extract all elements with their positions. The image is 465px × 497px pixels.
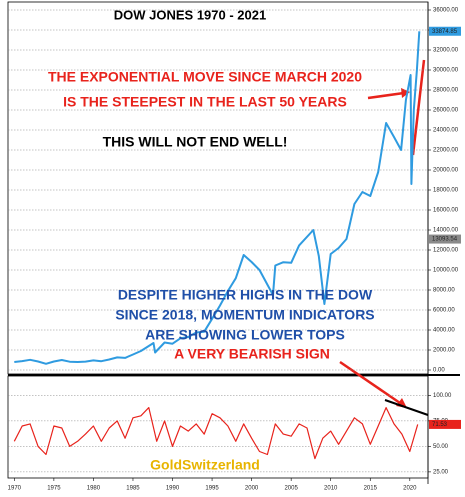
annotation: ARE SHOWING LOWER TOPS xyxy=(145,327,345,343)
watermark: GoldSwitzerland xyxy=(150,457,260,473)
y-tick-label: 26000.00 xyxy=(433,108,459,114)
x-tick-label: 1980 xyxy=(87,486,101,492)
value-marker xyxy=(429,419,461,429)
y-tick-label: 25.00 xyxy=(433,469,449,475)
x-tick-label: 2010 xyxy=(324,486,338,492)
y-tick-label: 24000.00 xyxy=(433,128,459,134)
value-marker xyxy=(429,234,461,244)
trend-line xyxy=(384,399,429,416)
annotation: A VERY BEARISH SIGN xyxy=(174,346,330,362)
chart-title: DOW JONES 1970 - 2021 xyxy=(114,7,266,22)
annotation: THE EXPONENTIAL MOVE SINCE MARCH 2020 xyxy=(48,69,362,85)
value-marker-label: 71.53 xyxy=(432,422,448,428)
y-tick-label: 2000.00 xyxy=(433,348,455,354)
x-tick-label: 2005 xyxy=(284,486,298,492)
annotation: THIS WILL NOT END WELL! xyxy=(103,134,288,150)
annotation: DESPITE HIGHER HIGHS IN THE DOW xyxy=(118,287,373,303)
steep-line xyxy=(411,59,426,156)
data-line xyxy=(13,407,419,460)
data-line xyxy=(14,31,421,365)
y-tick-label: 100.00 xyxy=(433,393,452,399)
y-tick-label: 20000.00 xyxy=(433,168,459,174)
x-tick-label: 1985 xyxy=(126,486,140,492)
y-tick-label: 32000.00 xyxy=(433,48,459,54)
x-tick-label: 2020 xyxy=(403,486,417,492)
y-tick-label: 12000.00 xyxy=(433,248,459,254)
x-tick-label: 2000 xyxy=(245,486,259,492)
arrow-line xyxy=(339,360,401,405)
value-marker xyxy=(429,26,461,36)
y-tick-label: 18000.00 xyxy=(433,188,459,194)
arrow-head xyxy=(401,88,410,98)
y-tick-label: 10000.00 xyxy=(433,268,459,274)
annotation: SINCE 2018, MOMENTUM INDICATORS xyxy=(115,307,374,323)
x-tick-label: 1970 xyxy=(8,486,22,492)
y-tick-label: 30000.00 xyxy=(433,68,459,74)
value-marker-label: 33874.85 xyxy=(432,29,458,35)
y-tick-label: 6000.00 xyxy=(433,308,455,314)
y-tick-label: 50.00 xyxy=(433,444,449,450)
x-tick-label: 2015 xyxy=(364,486,378,492)
y-tick-label: 0.00 xyxy=(433,368,445,374)
x-tick-label: 1990 xyxy=(166,486,180,492)
y-tick-label: 16000.00 xyxy=(433,208,459,214)
y-tick-label: 4000.00 xyxy=(433,328,455,334)
x-tick-label: 1995 xyxy=(205,486,219,492)
y-tick-label: 14000.00 xyxy=(433,228,459,234)
annotation: IS THE STEEPEST IN THE LAST 50 YEARS xyxy=(63,94,347,110)
arrow-line xyxy=(367,91,405,100)
y-tick-label: 22000.00 xyxy=(433,148,459,154)
value-marker-label: 13093.54 xyxy=(432,237,458,243)
x-tick-label: 1975 xyxy=(47,486,61,492)
y-tick-label: 28000.00 xyxy=(433,88,459,94)
y-tick-label: 36000.00 xyxy=(433,8,459,14)
y-tick-label: 8000.00 xyxy=(433,288,455,294)
